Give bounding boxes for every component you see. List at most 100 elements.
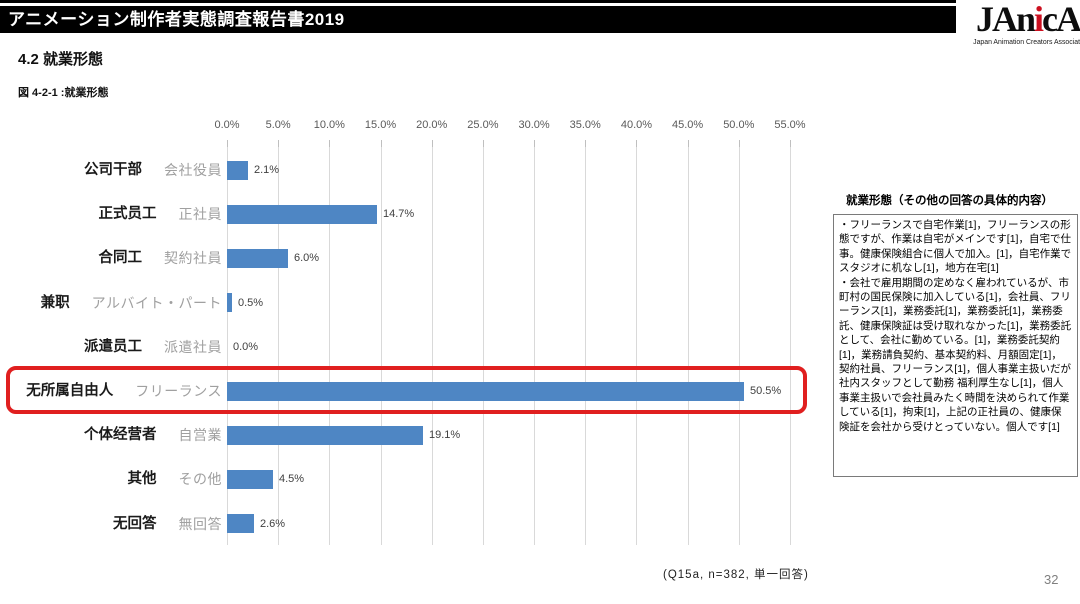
category-label-zh: 其他: [127, 471, 157, 488]
page-number: 32: [1044, 572, 1059, 587]
janica-logo-text: JAnicA: [956, 0, 1080, 38]
grid-line: [329, 147, 331, 545]
category-label-zh: 无回答: [113, 515, 157, 532]
axis-tick-label: 20.0%: [416, 119, 448, 131]
axis-tick-mark: [687, 140, 689, 147]
report-title: アニメーション制作者実態調査報告書2019: [8, 10, 345, 29]
axis-tick-label: 25.0%: [467, 119, 499, 131]
side-panel-title: 就業形態（その他の回答の具体的内容）: [846, 195, 1053, 207]
category-label-zh: 正式员工: [98, 206, 157, 223]
logo-letters: JAn: [975, 0, 1036, 39]
freelance-highlight-box: [6, 366, 807, 414]
axis-tick-mark: [227, 140, 228, 147]
category-label-ja: フリーランス: [135, 383, 222, 399]
bar-value-label: 0.5%: [238, 296, 264, 309]
category-label-zh: 合同工: [98, 250, 143, 267]
category-label-ja: 派遣社員: [164, 338, 222, 355]
bar: [227, 204, 377, 224]
bar-value-label: 2.1%: [254, 164, 280, 176]
side-panel-paragraph: ・フリーランスで自宅作業[1]，フリーランスの形態ですが、作業は自宅がメインです…: [839, 219, 1072, 275]
category-label-zh: 公司干部: [84, 162, 142, 178]
janica-logo-tagline: Japan Animation Creators Associat: [973, 39, 1080, 46]
bar-value-label: 19.1%: [429, 429, 461, 442]
grid-line: [380, 147, 382, 545]
janica-logo: JAnicA Japan Animation Creators Associat: [956, 0, 1080, 54]
axis-tick-mark: [329, 140, 331, 147]
axis-tick-label: 5.0%: [265, 119, 291, 131]
bar: [227, 248, 288, 268]
category-label: 正式员工 正社員: [0, 204, 222, 224]
axis-tick-mark: [636, 140, 638, 147]
category-label-ja: 正社員: [178, 206, 222, 223]
logo-letters: cA: [1042, 0, 1080, 39]
axis-tick-mark: [278, 140, 280, 147]
question-note: (Q15a, n=382, 単一回答): [663, 569, 809, 581]
bar-value-label: 50.5%: [750, 385, 782, 397]
category-label: 其他 その他: [0, 469, 222, 489]
axis-tick-label: 50.0%: [723, 119, 755, 131]
axis-tick-label: 55.0%: [774, 119, 806, 131]
axis-tick-label: 30.0%: [518, 119, 550, 131]
figure-label: 図 4-2-1 :就業形態: [18, 87, 109, 99]
bar: [227, 425, 423, 445]
header-top-rule: [0, 0, 957, 3]
category-label-ja: アルバイト・パート: [91, 294, 222, 311]
grid-line: [636, 147, 638, 545]
bar: [227, 514, 254, 534]
side-panel-paragraph: ・会社で雇用期間の定めなく雇われているが、市町村の国民保険に加入している[1]，…: [839, 276, 1072, 433]
grid-line: [789, 147, 791, 545]
grid-line: [738, 147, 740, 545]
category-label-ja: 無回答: [178, 515, 222, 532]
axis-tick-label: 45.0%: [672, 119, 704, 131]
bar-value-label: 2.6%: [260, 517, 286, 530]
axis-tick-mark: [534, 140, 536, 147]
bar: [227, 293, 232, 313]
section-heading: 4.2 就業形態: [18, 51, 104, 68]
category-label-zh: 无所属自由人: [26, 383, 114, 399]
grid-line: [687, 147, 689, 545]
axis-tick-label: 35.0%: [569, 119, 601, 131]
category-label: 合同工 契約社員: [0, 248, 222, 268]
bar: [227, 469, 273, 489]
bar: [227, 381, 744, 401]
category-label-zh: 个体经营者: [84, 427, 157, 444]
axis-tick-mark: [789, 140, 791, 147]
grid-line: [585, 147, 587, 545]
category-label-ja: 会社役員: [164, 162, 222, 178]
bar-value-label: 6.0%: [294, 252, 320, 265]
category-label-ja: 契約社員: [164, 250, 222, 267]
bar: [227, 160, 248, 180]
grid-line: [431, 147, 433, 545]
side-panel-text-box: ・フリーランスで自宅作業[1]，フリーランスの形態ですが、作業は自宅がメインです…: [833, 214, 1078, 477]
axis-tick-label: 10.0%: [313, 119, 345, 131]
category-label: 公司干部 会社役員: [0, 160, 222, 180]
grid-line: [227, 147, 228, 545]
category-label: 无所属自由人 フリーランス: [0, 381, 222, 401]
logo-accent-letter: i: [1034, 0, 1044, 39]
axis-tick-mark: [738, 140, 740, 147]
category-label-ja: その他: [178, 471, 222, 488]
axis-tick-label: 15.0%: [364, 119, 397, 131]
category-label-ja: 自営業: [178, 427, 222, 444]
category-label: 无回答 無回答: [0, 514, 222, 534]
axis-tick-mark: [431, 140, 433, 147]
axis-tick-label: 40.0%: [620, 119, 653, 131]
axis-tick-mark: [380, 140, 382, 147]
category-label-zh: 兼职: [40, 294, 70, 311]
axis-tick-mark: [585, 140, 587, 147]
bar-value-label: 4.5%: [279, 473, 305, 486]
axis-tick-label: 0.0%: [214, 119, 240, 131]
axis-tick-mark: [482, 140, 484, 147]
category-label: 兼职 アルバイト・パート: [0, 293, 222, 313]
grid-line: [482, 147, 484, 545]
category-label-zh: 派遣员工: [84, 338, 142, 355]
category-label: 个体经营者 自営業: [0, 425, 222, 445]
category-label: 派遣员工 派遣社員: [0, 337, 222, 357]
grid-line: [534, 147, 536, 545]
report-title-bar: アニメーション制作者実態調査報告書2019: [0, 6, 957, 33]
bar-value-label: 14.7%: [383, 208, 415, 221]
bar-value-label: 0.0%: [233, 340, 259, 353]
grid-line: [278, 147, 280, 545]
